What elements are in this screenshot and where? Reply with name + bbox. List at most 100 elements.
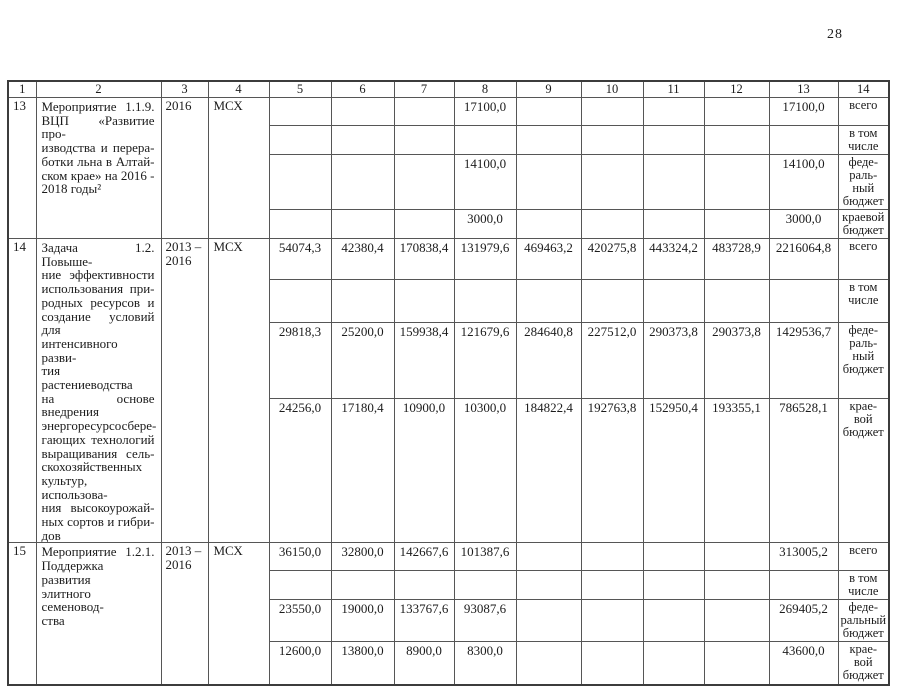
desc-line: ства (41, 612, 65, 628)
value-cell (703, 278, 770, 323)
desc-line: использования при- (41, 281, 155, 297)
value-cell: 184822,4 (515, 397, 582, 544)
value-cell (703, 154, 770, 210)
value-cell (515, 154, 582, 210)
value-cell (768, 278, 839, 323)
scanned-document-page: { "page_number": "28", "table": { "colum… (7, 27, 890, 686)
value-cell (515, 125, 582, 155)
value-cell (515, 641, 582, 686)
value-cell (642, 599, 705, 643)
value-cell (768, 570, 839, 601)
value-cell (642, 570, 705, 601)
value-cell (330, 278, 395, 323)
value-cell (268, 209, 332, 239)
value-cell (580, 125, 644, 155)
value-cell: 121679,6 (453, 321, 517, 399)
value-cell: 36150,0 (268, 542, 332, 572)
value-cell (515, 570, 582, 601)
budget-type-cell: в том числе (837, 278, 890, 323)
desc-line: 2018 годы² (41, 181, 102, 197)
desc-line: тия растениеводства (41, 363, 133, 393)
value-cell: 19000,0 (330, 599, 395, 643)
page-number: 28 (827, 27, 843, 42)
table-row: 15 Мероприятие 1.2.1. Поддержка развития… (7, 542, 890, 686)
desc-line: изводства и перера- (41, 140, 155, 156)
value-cell: 32800,0 (330, 542, 395, 572)
activity-description-cell: Мероприятие 1.1.9. ВЦП «Развитие про- из… (35, 97, 162, 239)
value-cell (393, 125, 455, 155)
value-cell (268, 278, 332, 323)
table-row: 23550,0 19000,0 133767,6 93087,6 269405,… (8, 599, 890, 643)
column-header: 4 (207, 80, 270, 98)
value-cell: 152950,4 (642, 397, 705, 544)
value-cell (703, 599, 770, 643)
table-row: 24256,0 17180,4 10900,0 10300,0 184822,4… (8, 397, 890, 544)
desc-line: Поддержка развития (41, 558, 104, 587)
value-cell (515, 209, 582, 239)
value-cell (393, 570, 455, 601)
value-cell (515, 278, 582, 323)
budget-type-cell: феде- раль- ный бюджет (837, 321, 890, 399)
column-header: 11 (642, 80, 705, 98)
value-cell: 10900,0 (393, 397, 455, 544)
value-cell: 23550,0 (268, 599, 332, 643)
value-cell: 159938,4 (393, 321, 455, 399)
value-cell (268, 125, 332, 155)
value-cell (393, 209, 455, 239)
value-cell (515, 97, 582, 126)
budget-type-cell: краевой бюджет (837, 209, 890, 239)
value-cell: 8900,0 (393, 641, 455, 686)
years-cell: 2013 – 2016 (160, 542, 209, 686)
desc-line: ВЦП «Развитие про- (41, 112, 155, 142)
value-cell (703, 209, 770, 239)
value-cell (703, 97, 770, 126)
value-cell (268, 154, 332, 210)
value-cell: 12600,0 (268, 641, 332, 686)
desc-line: культур, использова- (41, 472, 108, 502)
column-header: 12 (703, 80, 770, 98)
value-cell: 1429536,7 (768, 321, 839, 399)
column-header: 7 (393, 80, 455, 98)
budget-type-cell: феде- раль- ный бюджет (837, 154, 890, 210)
desc-line: гающих технологий (41, 431, 155, 447)
column-header: 2 (35, 80, 162, 98)
budget-type-cell: крае- вой бюджет (837, 397, 890, 544)
value-cell: 170838,4 (393, 238, 455, 280)
column-header: 1 (7, 80, 37, 98)
table-row: 14100,0 14100,0 феде- раль- ный бюджет (8, 154, 890, 210)
value-cell (580, 209, 644, 239)
budget-type-cell: всего (837, 97, 890, 126)
value-cell (330, 570, 395, 601)
desc-line: элитного семеновод- (41, 585, 104, 615)
value-cell (453, 125, 517, 155)
row-number-cell: 13 (7, 97, 37, 239)
value-cell (768, 125, 839, 155)
value-cell (330, 154, 395, 210)
value-cell (580, 542, 644, 572)
row-number-cell: 14 (7, 237, 37, 544)
value-cell (580, 641, 644, 686)
value-cell (330, 125, 395, 155)
value-cell: 25200,0 (330, 321, 395, 399)
value-cell (580, 570, 644, 601)
activity-description-cell: Задача 1.2. Повыше- ние эффективности ис… (35, 237, 162, 544)
value-cell: 14100,0 (453, 154, 517, 210)
value-cell: 3000,0 (768, 209, 839, 239)
value-cell (580, 154, 644, 210)
column-header: 14 (837, 80, 890, 98)
value-cell: 24256,0 (268, 397, 332, 544)
value-cell: 142667,6 (393, 542, 455, 572)
value-cell: 17100,0 (453, 97, 517, 126)
value-cell: 17100,0 (768, 97, 839, 126)
column-header: 3 (160, 80, 209, 98)
value-cell (642, 97, 705, 126)
table-row: в том числе (8, 278, 890, 323)
value-cell: 3000,0 (453, 209, 517, 239)
value-cell (642, 209, 705, 239)
value-cell (393, 278, 455, 323)
value-cell (580, 97, 644, 126)
budget-type-cell: всего (837, 238, 890, 280)
table-header-row: 1 2 3 4 5 6 7 8 9 10 11 12 13 14 (7, 80, 890, 98)
table-row: 3000,0 3000,0 краевой бюджет (8, 209, 890, 239)
value-cell: 42380,4 (330, 238, 395, 280)
